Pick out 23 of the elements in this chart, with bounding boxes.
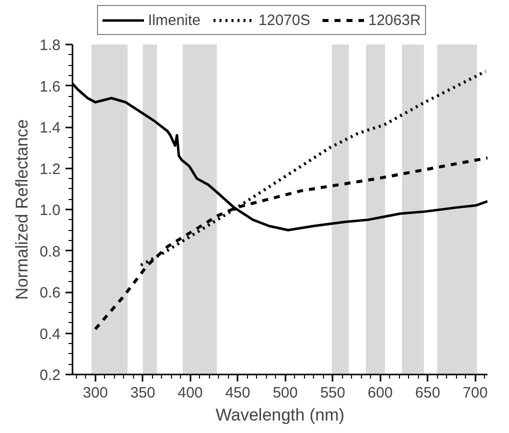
legend-label: 12070S [258, 12, 310, 28]
y-tick-label: 0.8 [40, 243, 61, 260]
y-tick-label: 1.4 [40, 120, 61, 136]
x-tick-label: 350 [130, 384, 156, 402]
y-tick-label: 0.4 [40, 326, 61, 343]
x-tick-label: 600 [368, 384, 393, 402]
y-tick-label: 0.2 [40, 367, 61, 384]
y-tick-label: 1.8 [40, 37, 61, 54]
x-axis-title: Wavelength (nm) [216, 406, 344, 424]
x-tick-label: 450 [225, 384, 250, 402]
legend-label: 12063R [368, 12, 421, 28]
x-tick-label: 650 [415, 384, 440, 402]
y-tick-label: 0.6 [40, 284, 61, 302]
y-axis-title: Normalized Reflectance [12, 119, 32, 300]
x-tick-label: 300 [82, 384, 108, 402]
x-tick-label: 700 [462, 384, 488, 402]
y-tick-label: 1.6 [40, 78, 61, 96]
y-tick-label: 1.2 [40, 160, 61, 178]
x-tick-label: 400 [178, 384, 203, 402]
x-tick-label: 550 [320, 384, 346, 402]
y-tick-label: 1.0 [40, 202, 61, 219]
legend-label: Ilmenite [148, 12, 201, 28]
x-tick-label: 500 [272, 384, 298, 402]
